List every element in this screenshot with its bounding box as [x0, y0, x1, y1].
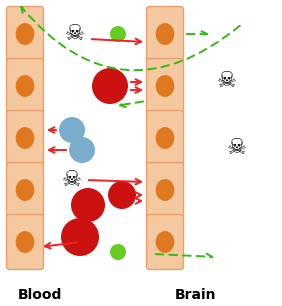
Text: ☠: ☠ [62, 170, 82, 190]
FancyBboxPatch shape [6, 58, 43, 114]
Text: ☠: ☠ [65, 24, 85, 44]
FancyBboxPatch shape [147, 110, 184, 166]
FancyBboxPatch shape [6, 162, 43, 218]
Circle shape [69, 137, 95, 163]
FancyBboxPatch shape [147, 6, 184, 62]
FancyBboxPatch shape [6, 215, 43, 270]
FancyBboxPatch shape [147, 215, 184, 270]
Circle shape [110, 26, 126, 42]
Circle shape [108, 181, 136, 209]
Circle shape [59, 117, 85, 143]
Text: ☠: ☠ [227, 138, 247, 158]
Ellipse shape [156, 179, 174, 201]
Circle shape [92, 68, 128, 104]
Ellipse shape [156, 23, 174, 45]
Text: Blood: Blood [18, 288, 62, 302]
Circle shape [110, 244, 126, 260]
Ellipse shape [156, 127, 174, 149]
Text: ☠: ☠ [217, 71, 237, 91]
Ellipse shape [16, 23, 34, 45]
Ellipse shape [16, 127, 34, 149]
FancyBboxPatch shape [147, 58, 184, 114]
FancyBboxPatch shape [6, 6, 43, 62]
Ellipse shape [156, 231, 174, 253]
FancyBboxPatch shape [6, 110, 43, 166]
FancyBboxPatch shape [147, 162, 184, 218]
Ellipse shape [16, 179, 34, 201]
Ellipse shape [16, 231, 34, 253]
Circle shape [71, 188, 105, 222]
Text: Brain: Brain [174, 288, 216, 302]
Circle shape [61, 218, 99, 256]
Ellipse shape [16, 75, 34, 97]
Ellipse shape [156, 75, 174, 97]
